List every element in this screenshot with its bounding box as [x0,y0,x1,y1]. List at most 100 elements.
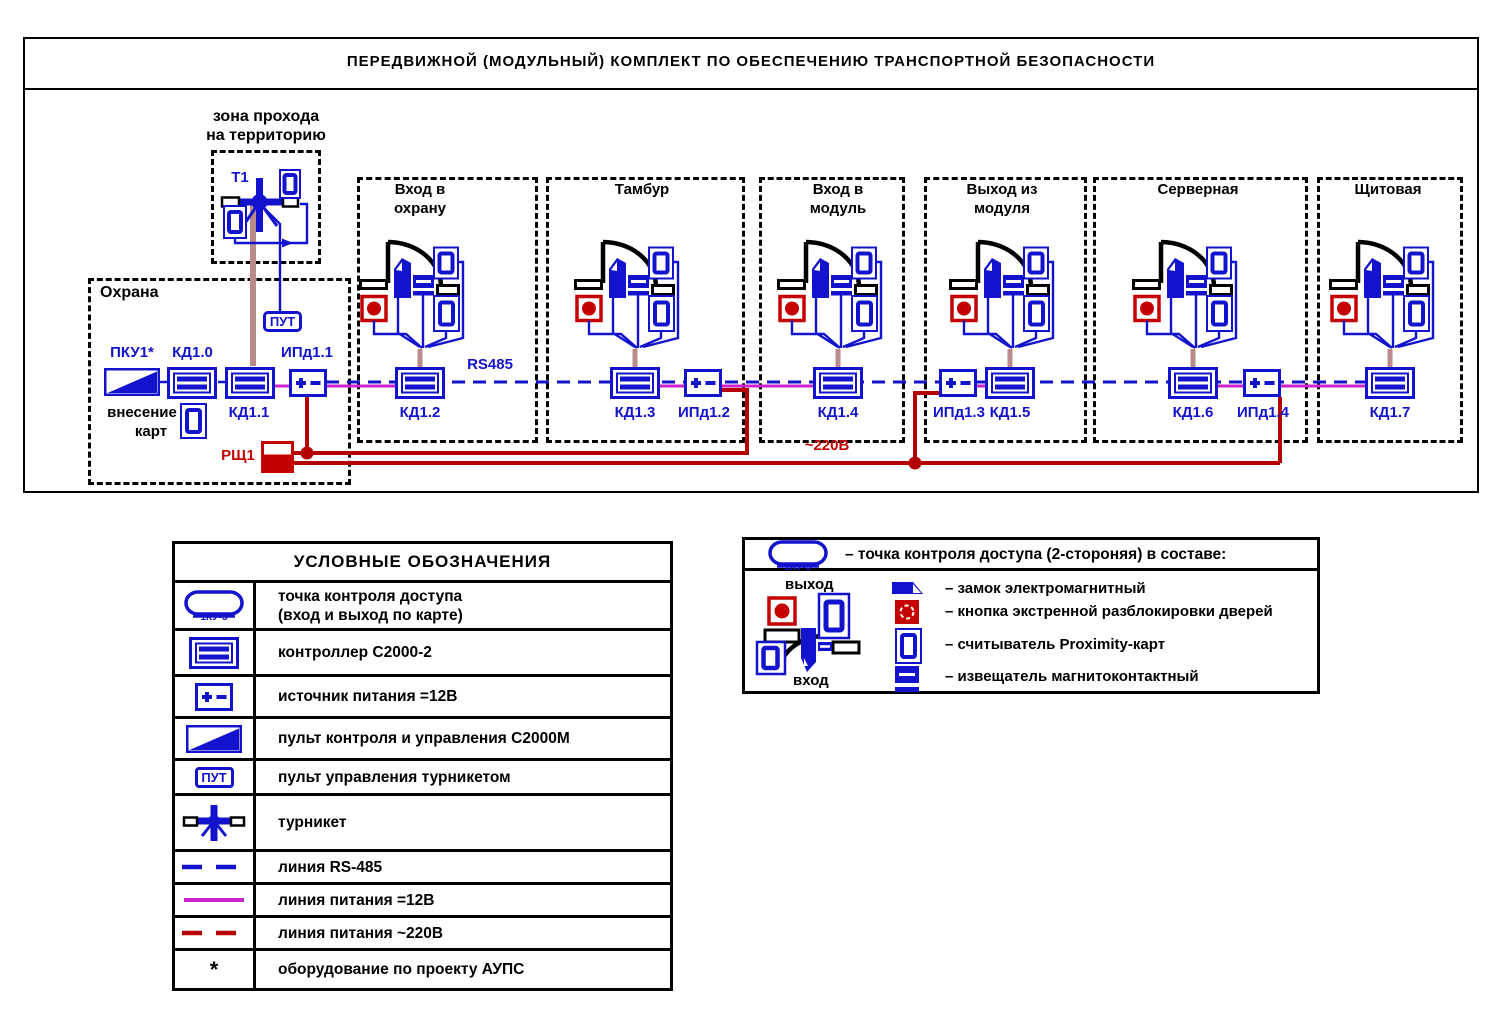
controller-c2000-2-icon [395,367,445,399]
console-icon [186,724,242,753]
zone-room-box [1317,177,1463,443]
room-label: Серверная [1157,181,1239,198]
wall-right [651,284,675,296]
legend-row-label: пульт управления турникетом [278,768,511,786]
legend-row-label: линия питания ~220В [278,924,444,942]
psu-ipd1-3 [939,369,977,397]
controller-kd1-4 [813,367,863,399]
power-supply-12v-icon [939,369,977,397]
device-wires [1342,260,1435,349]
access-point-icon: 1КУ-3 [767,540,829,572]
put-icon: ПУТ [194,766,234,788]
electromagnetic-lock-icon [892,582,923,594]
legend-row-label: оборудование по проекту АУПС [278,961,525,978]
psu-icon [195,682,233,711]
door-assembly-6 [1328,228,1436,352]
door-swing-arc [977,239,1034,289]
room-label: модуля [974,200,1030,217]
device-wires [962,260,1055,349]
door-assembly-4 [948,228,1056,352]
title-separator [23,88,1479,90]
emergency-unlock-button-icon [895,600,919,624]
legend-row: пульт контроля и управления С2000М [175,719,670,761]
controller-kd1-1 [225,367,275,399]
legend-row: контроллер С2000-2 [175,631,670,677]
controller-kd1-6 [1168,367,1218,399]
proximity-reader-icon [895,628,922,664]
enroll-reader [180,403,207,439]
door-cable-stubs [417,349,1393,368]
legend2-item: – считыватель Proximity-карт [945,636,1166,653]
wall-right [1406,284,1430,296]
entry-label: вход [793,672,829,689]
electromagnetic-lock-icon [812,258,829,298]
pku1-console-icon [104,368,160,396]
put-label: ПУТ [269,314,296,329]
zone-room-box [1093,177,1308,443]
zone-room-box [357,177,538,443]
legend-table: УСЛОВНЫЕ ОБОЗНАЧЕНИЯ 1КУ-3 точка контрол… [172,541,673,991]
electromagnetic-lock-icon [801,628,816,672]
controller-c2000-2-icon [189,636,239,669]
controller-c2000-2-icon [1365,367,1415,399]
device-label: КД1.3 [614,404,656,421]
controller-c2000-2-icon [985,367,1035,399]
passage-zone-label-1: зона прохода [212,108,320,125]
device-label: КД1.7 [1369,404,1411,421]
electromagnetic-lock-icon [394,258,411,298]
legend-row: линия питания ~220В [175,918,670,951]
power-supply-12v-icon [289,369,327,397]
line-220v-sample [182,930,246,936]
turnstile-control-panel: ПУТ [263,311,302,332]
door-swing-arc [805,239,862,289]
ipd1-1-label: ИПд1.1 [281,344,333,361]
device-label: КД1.2 [399,404,441,421]
power-supply-12v-icon [684,369,722,397]
wall-right [1209,284,1233,296]
controller-kd1-5 [985,367,1035,399]
controller-c2000-2-icon [1168,367,1218,399]
room-label: Тамбур [614,181,670,198]
controller-c2000-2-icon [225,367,275,399]
wall-left [949,279,978,290]
line-12v-sample [184,898,244,902]
access-point-icon: 1КУ-3 [183,589,245,622]
proximity-reader-icon [180,403,207,439]
electromagnetic-lock-icon [1167,258,1184,298]
guard-room-label: Охрана [100,284,159,301]
turnstile-label: Т1 [231,169,249,186]
door-assembly-1 [358,228,466,352]
pku1-label: ПКУ1* [110,344,154,361]
door-swing-arc [387,239,444,289]
legend-row: турникет [175,796,670,852]
power-board-rsh1-icon [261,441,294,473]
legend2-item: – извещатель магнитоконтактный [945,668,1199,685]
controller-c2000-2-icon [167,367,217,399]
door-swing-arc [1357,239,1414,289]
device-wires [1145,260,1238,349]
turnstile-readers [223,169,301,239]
psu-ipd1-2 [684,369,722,397]
wall-left [359,279,388,290]
door-access-assembly [777,239,883,349]
legend-row-label: пульт контроля и управления С2000М [278,730,570,747]
zone-passage-box [211,150,321,264]
magnetic-contact-icon [895,666,919,692]
electromagnetic-lock-icon [984,258,1001,298]
door-access-assembly [949,239,1055,349]
zone-room-box [759,177,905,443]
legend-row: линия питания =12В [175,885,670,918]
page-title: ПЕРЕДВИЖНОЙ (МОДУЛЬНЫЙ) КОМПЛЕКТ ПО ОБЕС… [346,53,1156,70]
device-label: ИПд1.4 [1237,404,1289,421]
v220-label: ~220В [804,437,850,454]
put-icon-label: ПУТ [201,769,227,785]
device-wires [587,260,680,349]
legend-row: 1КУ-3 точка контроля доступа (вход и вых… [175,583,670,631]
door-assembly-5 [1131,228,1239,352]
access-point-legend: 1КУ-3 – точка контроля доступа (2-сторон… [742,537,1320,694]
device-label: КД1.4 [817,404,859,421]
door-assembly-2 [573,228,681,352]
wall-left [1329,279,1358,290]
device-label: ИПд1.3 [933,404,985,421]
